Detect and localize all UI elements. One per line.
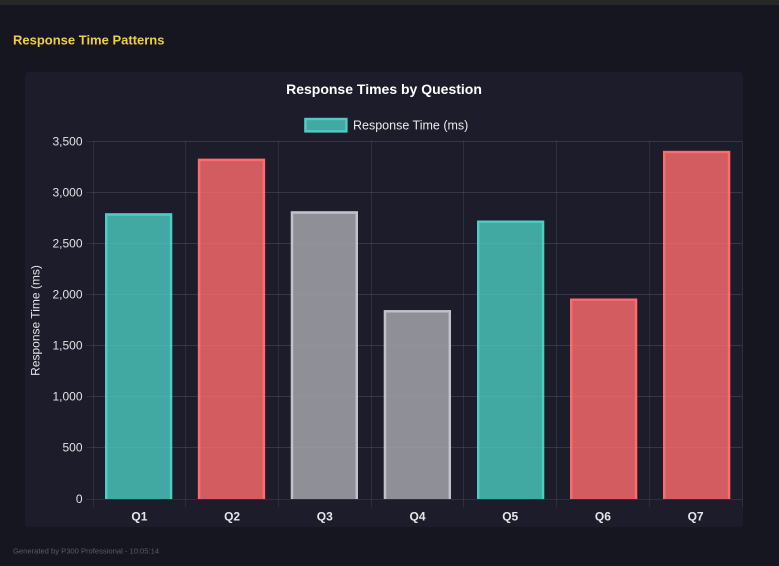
- svg-text:Response Time (ms): Response Time (ms): [29, 265, 43, 376]
- svg-text:Q6: Q6: [595, 510, 611, 524]
- svg-text:Response Time (ms): Response Time (ms): [353, 119, 468, 133]
- svg-text:500: 500: [62, 441, 82, 455]
- svg-text:1,500: 1,500: [52, 339, 82, 353]
- svg-text:Response Times by Question: Response Times by Question: [286, 81, 482, 97]
- svg-text:Generated by P300 Professional: Generated by P300 Professional - 10:05:1…: [13, 547, 159, 556]
- svg-text:Q3: Q3: [317, 510, 333, 524]
- svg-text:Q2: Q2: [224, 510, 240, 524]
- svg-text:0: 0: [76, 492, 83, 506]
- svg-text:Q4: Q4: [409, 510, 425, 524]
- svg-text:1,000: 1,000: [52, 390, 82, 404]
- svg-text:Q5: Q5: [502, 510, 518, 524]
- svg-text:2,000: 2,000: [52, 288, 82, 302]
- svg-text:Q1: Q1: [131, 510, 147, 524]
- svg-text:Q7: Q7: [688, 510, 704, 524]
- svg-text:3,000: 3,000: [52, 186, 82, 200]
- svg-text:2,500: 2,500: [52, 237, 82, 251]
- svg-text:3,500: 3,500: [52, 135, 82, 149]
- svg-text:Response Time Patterns: Response Time Patterns: [13, 33, 164, 48]
